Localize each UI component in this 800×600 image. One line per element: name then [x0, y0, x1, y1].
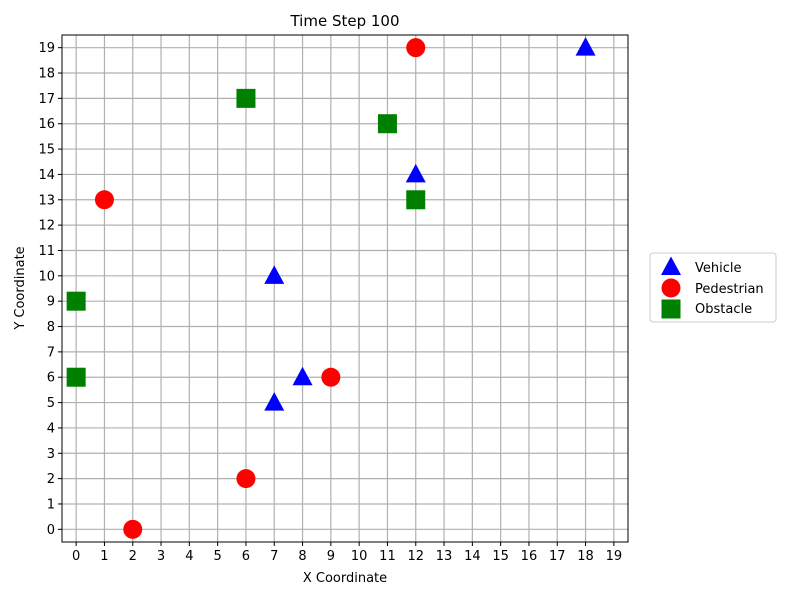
vehicle-point — [575, 37, 596, 56]
y-tick-label: 15 — [38, 143, 55, 158]
x-tick-label: 18 — [577, 549, 594, 564]
y-tick-label: 18 — [38, 67, 55, 82]
y-tick-label: 4 — [47, 421, 55, 436]
x-tick-label: 7 — [270, 549, 278, 564]
legend-marker-obstacle — [661, 299, 681, 319]
obstacle-point — [66, 291, 86, 311]
pedestrian-point — [406, 38, 426, 58]
x-tick-label: 8 — [298, 549, 306, 564]
x-tick-label: 2 — [129, 549, 137, 564]
x-tick-label: 19 — [606, 549, 623, 564]
x-tick-label: 3 — [157, 549, 165, 564]
y-tick-label: 2 — [47, 472, 55, 487]
vehicle-point — [292, 366, 313, 386]
legend-marker-vehicle — [661, 256, 681, 275]
vehicle-point — [405, 163, 426, 183]
x-tick-label: 15 — [492, 549, 509, 564]
pedestrian-point — [123, 519, 143, 539]
x-tick-label: 13 — [436, 549, 453, 564]
legend-label-vehicle: Vehicle — [695, 261, 742, 276]
legend: Vehicle Pedestrian Obstacle — [649, 252, 777, 323]
y-tick-label: 7 — [47, 345, 55, 360]
legend-frame — [649, 252, 777, 323]
x-tick-label: 1 — [100, 549, 108, 564]
x-tick-label: 6 — [242, 549, 250, 564]
y-tick-label: 16 — [38, 117, 55, 132]
obstacle-point — [377, 114, 397, 134]
x-tick-label: 17 — [549, 549, 566, 564]
y-tick-label: 19 — [38, 41, 55, 56]
x-axis-label: X Coordinate — [303, 571, 387, 586]
x-tick-label: 16 — [521, 549, 538, 564]
obstacle-point — [66, 367, 86, 387]
x-tick-label: 9 — [327, 549, 335, 564]
x-tick-label: 5 — [214, 549, 222, 564]
x-tick-label: 0 — [72, 549, 80, 564]
y-tick-label: 9 — [47, 295, 55, 310]
legend-label-pedestrian: Pedestrian — [695, 282, 764, 297]
vehicle-point — [264, 265, 285, 284]
y-tick-label: 3 — [47, 447, 55, 462]
x-tick-label: 14 — [464, 549, 481, 564]
y-tick-label: 12 — [38, 219, 55, 234]
y-tick-label: 11 — [38, 244, 55, 259]
y-tick-label: 8 — [47, 320, 55, 335]
y-tick-label: 13 — [38, 193, 55, 208]
x-tick-label: 4 — [185, 549, 193, 564]
x-tick-label: 12 — [407, 549, 424, 564]
x-tick-label: 11 — [379, 549, 396, 564]
pedestrian-point — [321, 367, 341, 387]
obstacle-point — [406, 190, 426, 210]
pedestrian-point — [94, 190, 114, 210]
y-tick-label: 14 — [38, 168, 55, 183]
y-tick-label: 10 — [38, 269, 55, 284]
legend-label-obstacle: Obstacle — [695, 302, 752, 317]
x-tick-label: 10 — [351, 549, 368, 564]
pedestrian-point — [236, 469, 256, 489]
y-axis-label: Y Coordinate — [13, 246, 28, 330]
vehicle-point — [264, 392, 285, 411]
chart-title: Time Step 100 — [289, 12, 399, 30]
y-tick-label: 1 — [47, 497, 55, 512]
data-markers — [66, 37, 596, 539]
y-tick-label: 5 — [47, 396, 55, 411]
grid — [62, 35, 628, 542]
y-tick-label: 17 — [38, 92, 55, 107]
legend-marker-pedestrian — [661, 278, 681, 298]
y-tick-label: 0 — [47, 523, 55, 538]
x-axis: 0 1 2 3 4 5 6 7 8 9 10 11 12 13 14 15 16 17 18 19 — [72, 542, 622, 564]
y-tick-label: 6 — [47, 371, 55, 386]
obstacle-point — [236, 88, 256, 108]
plot-frame — [61, 34, 629, 543]
